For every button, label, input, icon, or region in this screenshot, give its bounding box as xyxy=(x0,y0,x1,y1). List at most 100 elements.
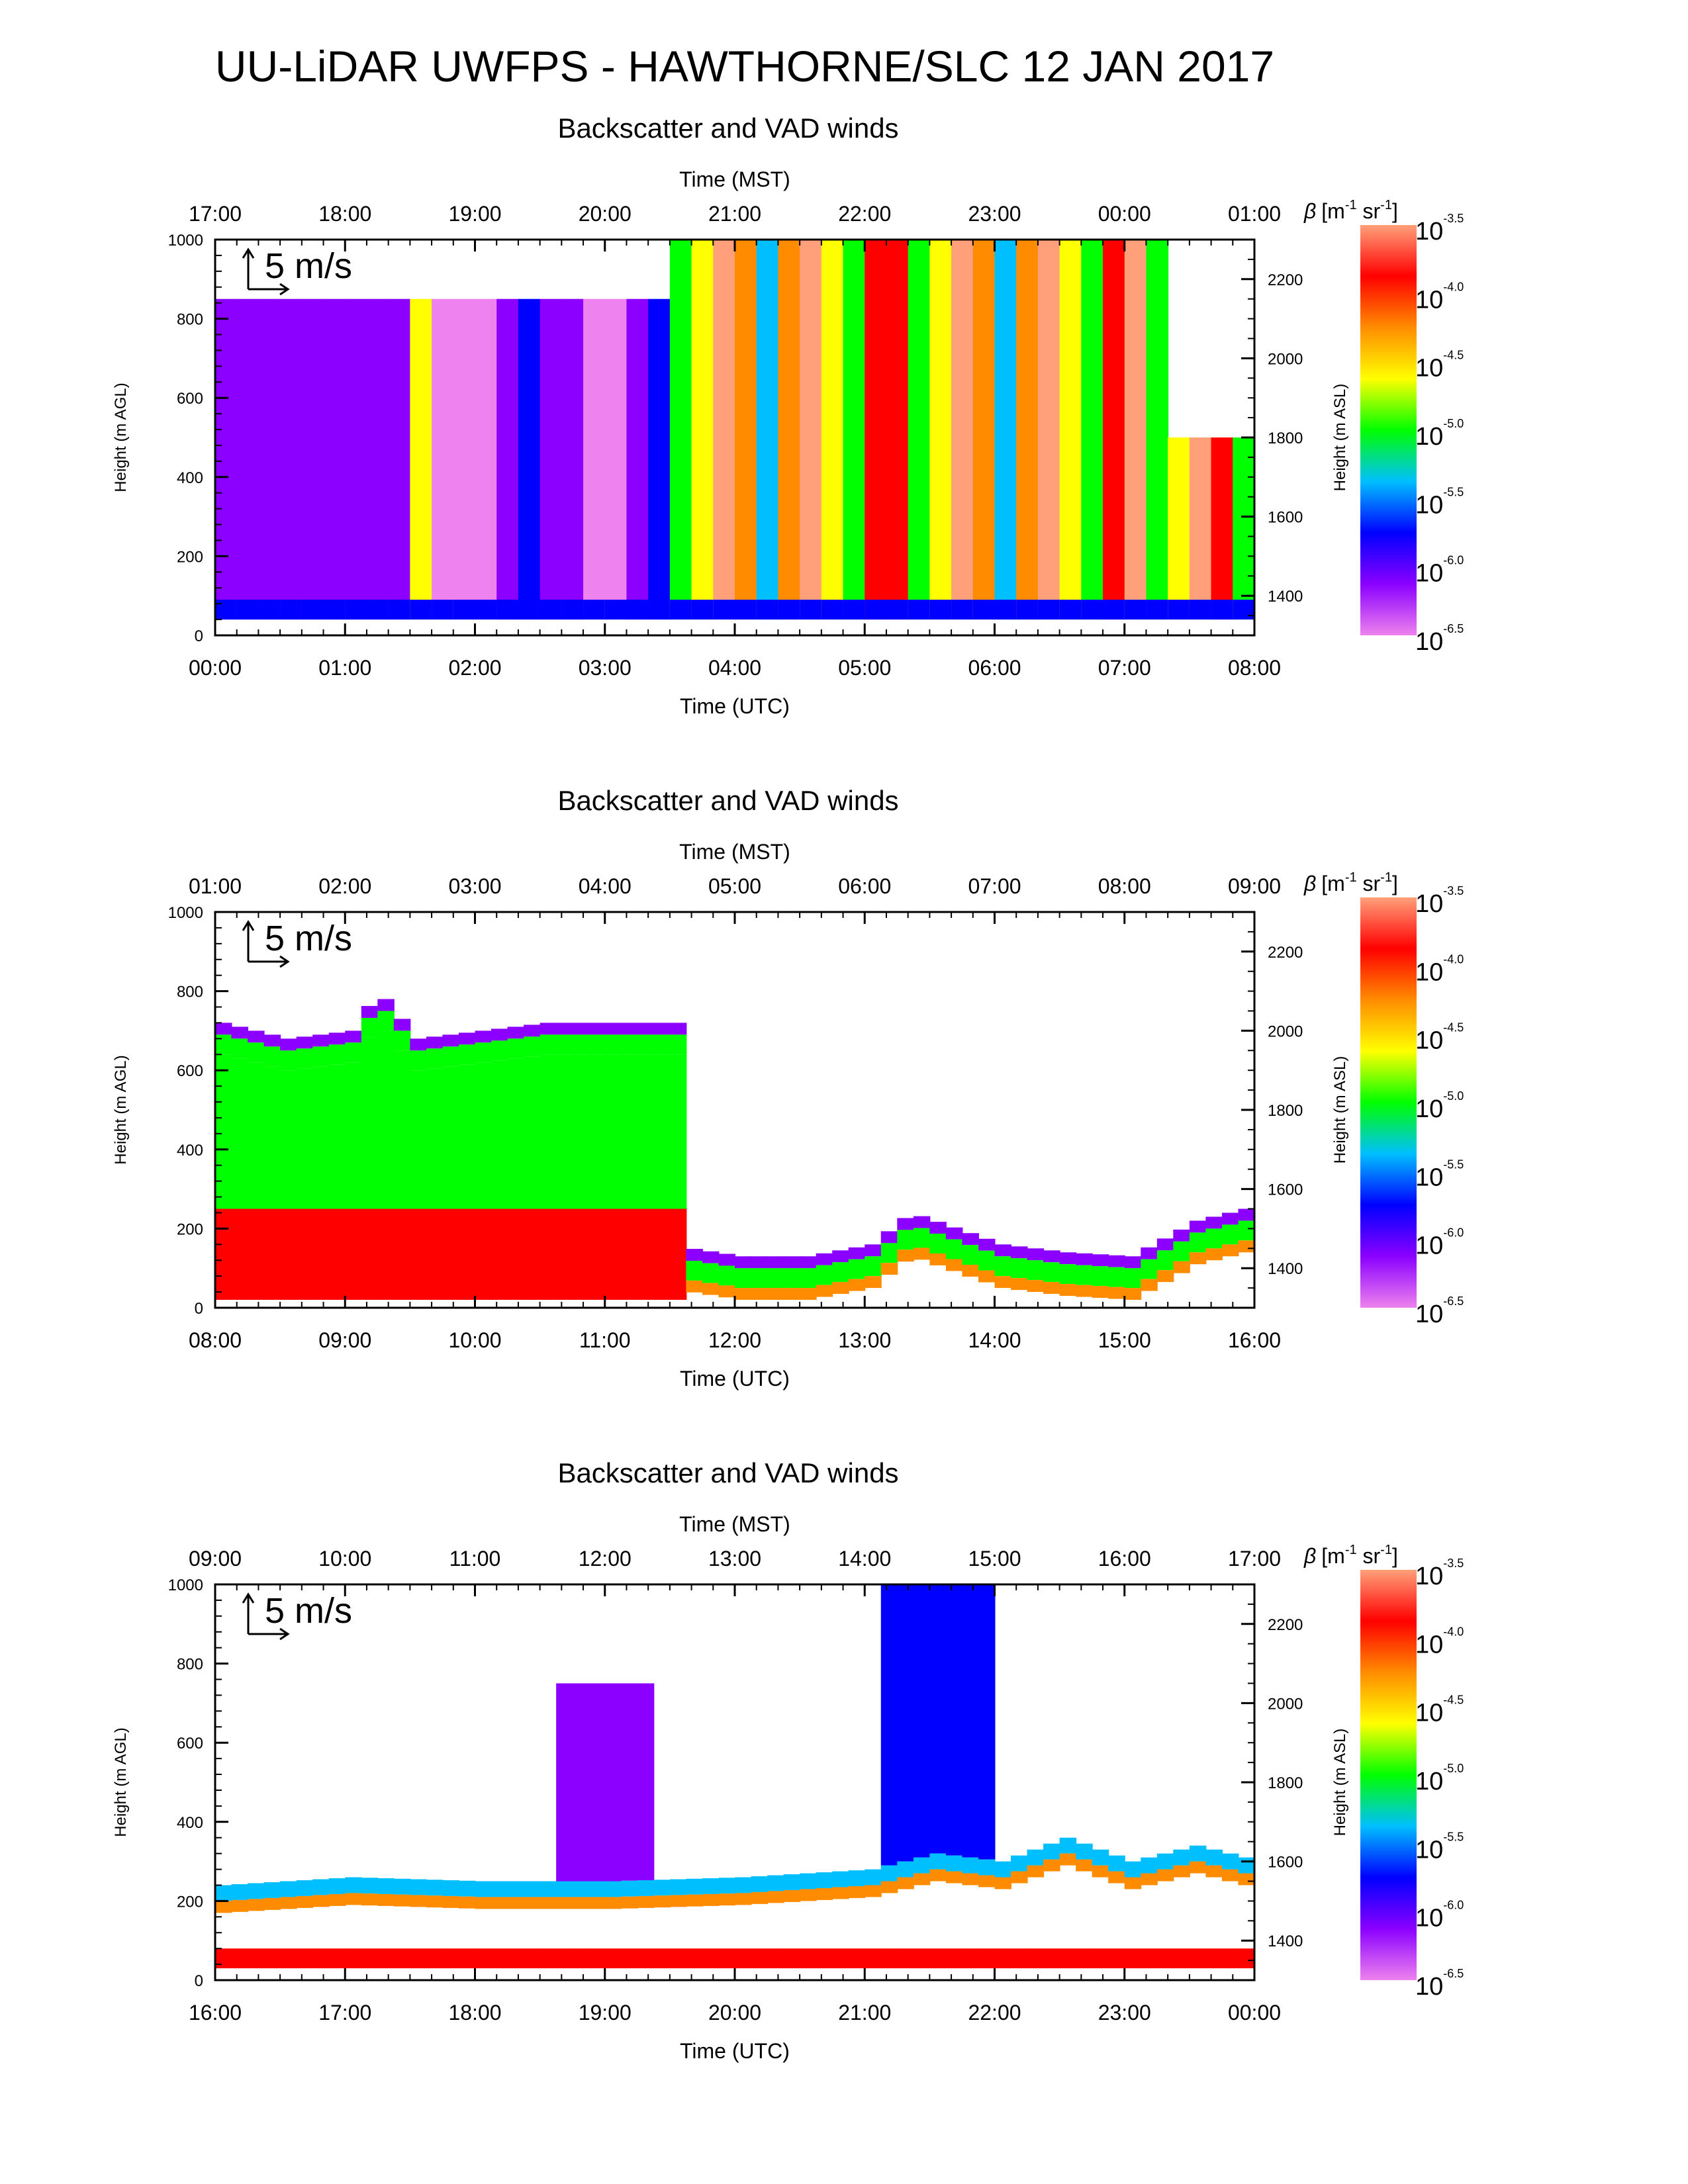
p2-y2-tick-label: 2200 xyxy=(1268,944,1303,962)
p2-y2-tick-label: 1600 xyxy=(1268,1181,1303,1199)
p1-y-tick-label: 1000 xyxy=(168,232,203,250)
p3-backscatter-cell xyxy=(767,1948,784,1969)
p3-colorbar-tick-label: 10-3.5 xyxy=(1415,1557,1464,1590)
p2-backscatter-cell xyxy=(816,1253,833,1265)
p2-colorbar-base: 10 xyxy=(1415,1232,1443,1260)
p3-backscatter-cell xyxy=(1011,1948,1028,1969)
p2-x-tick-label: 14:00 xyxy=(968,1328,1021,1352)
p1-colorbar-exponent: -4.5 xyxy=(1443,349,1464,362)
p3-backscatter-cell xyxy=(393,1878,411,1895)
p2-backscatter-cell xyxy=(978,1238,996,1251)
p3-colorbar-base: 10 xyxy=(1415,1973,1443,2001)
p2-backscatter-cell xyxy=(994,1244,1012,1257)
p1-backscatter-cell xyxy=(669,240,692,620)
p2-backscatter-cell xyxy=(556,1023,573,1035)
p2-backscatter-cell xyxy=(280,1208,297,1300)
p3-backscatter-cell xyxy=(393,1894,411,1907)
p3-backscatter-cell xyxy=(735,1893,752,1905)
p1-backscatter-cell xyxy=(735,240,757,620)
p3-top-tick-label: 10:00 xyxy=(318,1547,371,1570)
p3-backscatter-cell xyxy=(978,1875,996,1888)
p3-backscatter-cell xyxy=(929,1948,947,1969)
p1-backscatter-cell xyxy=(951,240,974,620)
p1-y2-axis-label: Height (m ASL) xyxy=(1331,384,1349,492)
p3-backscatter-cell xyxy=(637,1895,655,1908)
p1-backscatter-cell xyxy=(323,600,346,620)
p3-backscatter-cell xyxy=(735,1877,752,1893)
p3-backscatter-cell xyxy=(865,1948,882,1969)
p3-backscatter-cell xyxy=(361,1878,379,1894)
p2-backscatter-cell xyxy=(458,1208,476,1300)
p3-colorbar-exponent: -4.5 xyxy=(1443,1694,1464,1707)
p1-backscatter-cell xyxy=(453,600,476,620)
p3-backscatter-cell xyxy=(426,1880,444,1896)
p1-backscatter-cell xyxy=(518,600,541,620)
p1-backscatter-cell xyxy=(561,600,585,620)
p3-backscatter-cell xyxy=(929,1584,947,1854)
p2-backscatter-cell xyxy=(1189,1232,1207,1253)
p2-backscatter-cell xyxy=(231,1208,249,1300)
p2-backscatter-cell xyxy=(328,1044,346,1065)
p2-backscatter-cell xyxy=(556,1054,573,1209)
p3-backscatter-cell xyxy=(572,1683,590,1882)
p1-backscatter-cell xyxy=(886,600,909,620)
p2-backscatter-cell xyxy=(588,1034,606,1055)
p3-backscatter-cell xyxy=(572,1897,590,1909)
p2-backscatter-cell xyxy=(263,1046,281,1067)
p2-backscatter-cell xyxy=(524,1024,541,1037)
p2-backscatter-cell xyxy=(1092,1254,1109,1267)
p1-backscatter-cell xyxy=(1037,600,1060,620)
p1-x-tick-label: 01:00 xyxy=(318,656,371,680)
p2-backscatter-cell xyxy=(897,1230,914,1250)
p3-colorbar-base: 10 xyxy=(1415,1563,1443,1590)
p2-backscatter-cell xyxy=(783,1288,801,1300)
p2-backscatter-cell xyxy=(637,1208,655,1300)
p3-backscatter-cell xyxy=(848,1948,866,1969)
p3-colorbar-tick-label: 10-4.0 xyxy=(1415,1625,1464,1659)
p3-backscatter-cell xyxy=(426,1948,444,1969)
p3-backscatter-cell xyxy=(653,1948,671,1969)
p2-backscatter-cell xyxy=(1173,1229,1190,1242)
p1-backscatter-cell xyxy=(1124,600,1147,620)
p3-backscatter-cell xyxy=(231,1899,249,1912)
p1-y2-tick-label: 2200 xyxy=(1268,271,1303,289)
p3-y-tick-label: 400 xyxy=(177,1814,203,1832)
p3-backscatter-cell xyxy=(280,1897,297,1909)
p2-backscatter-cell xyxy=(800,1268,817,1289)
p1-backscatter-cell xyxy=(972,240,996,620)
p3-x-tick-label: 22:00 xyxy=(968,2001,1021,2025)
p1-top-tick-label: 00:00 xyxy=(1098,202,1151,226)
p3-backscatter-cell xyxy=(1011,1855,1028,1872)
p2-backscatter-cell xyxy=(767,1288,784,1300)
p2-y-tick-label: 200 xyxy=(177,1220,203,1238)
p1-backscatter-cell xyxy=(713,240,735,620)
p1-top-tick-label: 23:00 xyxy=(968,202,1021,226)
p3-backscatter-cell xyxy=(897,1948,914,1969)
p2-backscatter-cell xyxy=(442,1066,459,1209)
chart-svg-2: Backscatter and VAD winds Time (MST) 5 m/s… xyxy=(112,785,1464,1390)
p1-colorbar-tick-label: 10-5.5 xyxy=(1415,485,1464,519)
p1-backscatter-cell xyxy=(1233,437,1255,620)
p2-backscatter-cell xyxy=(410,1038,427,1051)
p1-colorbar-tick-label: 10-4.0 xyxy=(1415,280,1464,314)
p3-backscatter-cell xyxy=(1059,1853,1077,1866)
p3-backscatter-cell xyxy=(426,1895,444,1908)
p3-backscatter-cell xyxy=(556,1881,573,1897)
p3-backscatter-cell xyxy=(1238,1857,1255,1874)
p2-backscatter-cell xyxy=(296,1048,314,1069)
p1-backscatter-cell xyxy=(1168,600,1190,620)
p1-backscatter-cell xyxy=(236,600,259,620)
p2-backscatter-cell xyxy=(361,1006,379,1018)
p3-colorbar-tick-label: 10-6.5 xyxy=(1415,1967,1464,2001)
p3-top-tick-label: 09:00 xyxy=(189,1547,242,1570)
p2-backscatter-cell xyxy=(377,999,395,1011)
p3-top-tick-label: 11:00 xyxy=(449,1547,501,1570)
p1-backscatter-cell xyxy=(648,298,671,620)
p1-backscatter-cell xyxy=(1059,240,1082,620)
p1-top-tick-label: 18:00 xyxy=(318,202,371,226)
p2-colorbar-tick-label: 10-5.0 xyxy=(1415,1089,1464,1123)
p2-backscatter-cell xyxy=(491,1060,508,1209)
p3-colorbar-exponent: -6.5 xyxy=(1443,1967,1464,1980)
p1-backscatter-cell xyxy=(865,600,887,620)
p2-backscatter-cell xyxy=(377,1208,395,1300)
